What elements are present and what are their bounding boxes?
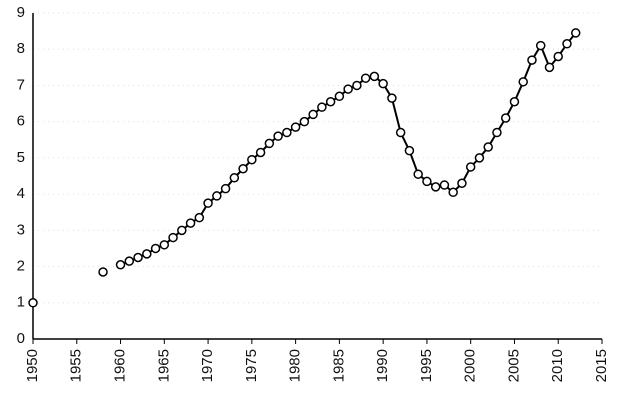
- marker: [360, 73, 371, 83]
- marker: [273, 131, 283, 141]
- marker: [518, 77, 528, 87]
- y-tick-label: 0: [17, 330, 25, 347]
- x-tick-label: 1975: [243, 349, 260, 382]
- marker: [378, 78, 388, 89]
- marker: [465, 162, 476, 172]
- y-tick-label: 3: [17, 221, 25, 238]
- marker: [220, 183, 231, 194]
- y-tick-label: 2: [17, 258, 25, 275]
- marker: [500, 113, 511, 123]
- marker: [194, 212, 205, 223]
- marker: [168, 232, 178, 243]
- x-tick-label: 1950: [24, 349, 41, 382]
- marker: [325, 96, 336, 107]
- marker: [404, 145, 415, 156]
- marker: [509, 96, 520, 107]
- marker: [264, 138, 275, 149]
- marker: [212, 191, 222, 201]
- marker: [430, 182, 441, 192]
- marker: [133, 252, 143, 263]
- marker: [28, 298, 38, 308]
- x-tick-label: 1970: [199, 349, 216, 382]
- marker: [150, 243, 161, 254]
- marker: [247, 154, 257, 165]
- marker: [387, 93, 397, 103]
- marker: [334, 91, 345, 102]
- marker: [124, 256, 135, 266]
- marker: [562, 39, 572, 49]
- x-tick-label: 1990: [374, 349, 391, 382]
- marker: [290, 122, 301, 132]
- marker: [439, 180, 450, 190]
- marker: [352, 80, 362, 91]
- marker: [255, 147, 266, 158]
- x-tick-label: 1965: [155, 349, 172, 382]
- marker: [299, 116, 310, 127]
- x-tick-label: 1985: [330, 349, 347, 382]
- x-tick-label: 1980: [287, 349, 304, 382]
- marker: [203, 198, 213, 208]
- y-tick-label: 8: [17, 40, 25, 57]
- marker: [413, 169, 423, 179]
- x-tick-label: 2005: [505, 349, 522, 382]
- marker: [422, 176, 432, 187]
- marker: [535, 40, 546, 51]
- marker: [185, 218, 196, 228]
- marker: [308, 109, 318, 120]
- x-tick-label: 1960: [112, 349, 129, 382]
- y-tick-label: 4: [17, 185, 25, 202]
- marker: [177, 225, 187, 236]
- y-tick-label: 1: [17, 294, 25, 311]
- marker: [395, 127, 406, 138]
- y-tick-label: 6: [17, 113, 25, 130]
- marker: [544, 62, 555, 73]
- marker: [474, 153, 485, 163]
- x-tick-label: 1995: [418, 349, 435, 382]
- x-tick-label: 2000: [462, 349, 479, 382]
- x-tick-label: 2015: [593, 349, 610, 382]
- marker: [527, 55, 537, 65]
- marker: [448, 187, 458, 198]
- marker: [457, 178, 467, 188]
- marker: [98, 267, 108, 277]
- marker: [492, 127, 502, 138]
- x-tick-label: 2010: [549, 349, 566, 382]
- marker: [317, 102, 327, 112]
- marker: [570, 28, 581, 38]
- marker: [553, 51, 563, 62]
- marker: [142, 249, 152, 259]
- marker: [343, 84, 353, 94]
- marker: [229, 173, 240, 183]
- marker: [159, 240, 170, 250]
- y-tick-label: 5: [17, 149, 25, 166]
- x-tick-label: 1955: [68, 349, 85, 382]
- marker: [483, 142, 493, 152]
- y-tick-label: 7: [17, 76, 25, 93]
- marker: [115, 259, 126, 270]
- marker: [238, 164, 248, 174]
- marker: [369, 71, 380, 82]
- y-tick-label: 9: [17, 4, 25, 21]
- marker: [282, 127, 292, 138]
